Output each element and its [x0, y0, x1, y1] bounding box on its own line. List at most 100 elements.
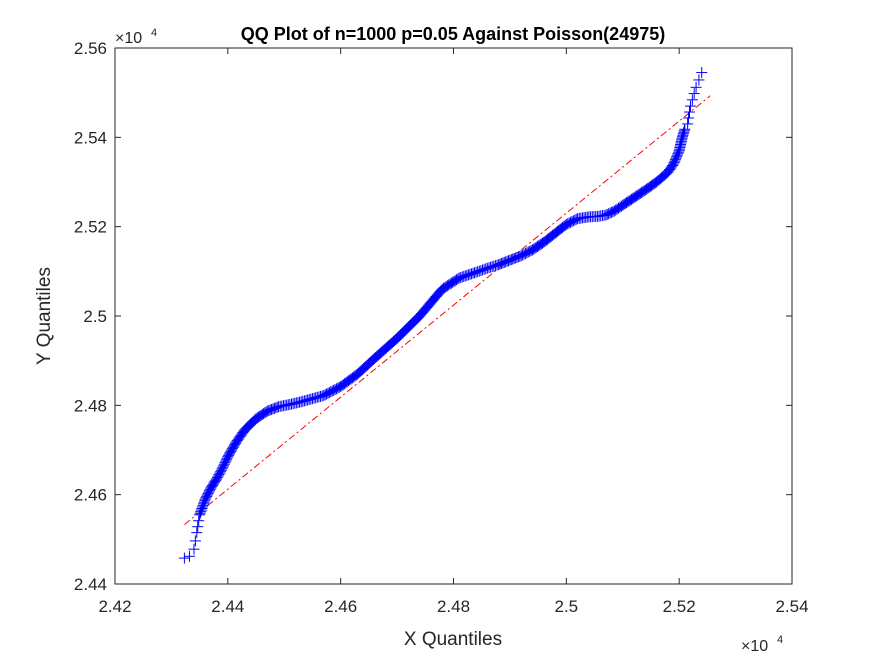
quantile-point [188, 543, 200, 555]
quantile-point [195, 504, 207, 516]
quantile-point [459, 270, 471, 282]
quantile-point [505, 254, 517, 266]
quantile-point [201, 490, 213, 502]
quantile-point [521, 247, 533, 259]
quantile-point [688, 88, 700, 100]
quantile-point [267, 403, 279, 415]
y-axis-label: Y Quantiles [34, 267, 55, 365]
quantile-point [218, 460, 230, 472]
quantile-point [560, 218, 572, 230]
quantile-point [478, 263, 490, 275]
quantile-point [570, 213, 582, 225]
x-axis: 2.42 2.44 2.46 2.48 2.5 2.52 2.54 [98, 48, 809, 616]
quantile-point [511, 251, 523, 263]
x-axis-label: X Quantiles [404, 629, 502, 650]
reference-line-group [184, 95, 711, 525]
quantile-point [452, 273, 464, 285]
y-exponent-base: ×10 [115, 30, 142, 47]
quantile-point [194, 507, 206, 519]
quantile-point [494, 258, 506, 270]
quantile-point [604, 207, 616, 219]
quantile-point [202, 488, 214, 500]
quantile-point [215, 464, 227, 476]
quantile-point [211, 472, 223, 484]
quantile-point [498, 256, 510, 268]
quantile-point [462, 269, 474, 281]
quantile-point [495, 258, 507, 270]
quantile-point [326, 385, 338, 397]
x-tick-label: 2.46 [324, 597, 357, 616]
quantile-point [217, 461, 229, 473]
quantile-point [201, 489, 213, 501]
quantile-point [325, 386, 337, 398]
quantile-point [322, 387, 334, 399]
x-tick-label: 2.42 [98, 597, 131, 616]
quantile-point [477, 264, 489, 276]
quantile-point [696, 67, 708, 79]
quantile-point [507, 253, 519, 265]
y-tick-label: 2.48 [74, 396, 107, 415]
quantile-point [473, 265, 485, 277]
quantile-point [669, 155, 681, 167]
quantile-point [497, 257, 509, 269]
quantile-point [690, 81, 702, 93]
x-exponent-power: 4 [777, 634, 783, 646]
quantile-point [191, 527, 203, 539]
quantile-point [271, 401, 283, 413]
quantile-point [475, 265, 487, 277]
y-tick-label: 2.54 [74, 128, 107, 147]
quantile-point [214, 467, 226, 479]
quantile-point [514, 250, 526, 262]
quantile-point [480, 263, 492, 275]
quantile-point [501, 255, 513, 267]
y-exponent-power: 4 [151, 27, 157, 39]
quantile-point [670, 152, 682, 164]
quantile-point [493, 259, 505, 271]
quantile-point [318, 390, 330, 402]
y-exponent-label: ×10 4 [115, 27, 157, 47]
quantile-point [601, 208, 613, 220]
quantile-point [321, 388, 333, 400]
quantile-point [563, 217, 575, 229]
quantile-point [569, 214, 581, 226]
quantile-point [608, 205, 620, 217]
quantile-point [671, 151, 683, 163]
quantile-point [519, 248, 531, 260]
quantile-point [264, 404, 276, 416]
quantile-point [684, 106, 696, 118]
quantile-point [465, 268, 477, 280]
quantile-point [472, 266, 484, 278]
quantile-point [603, 208, 615, 220]
quantile-point [268, 402, 280, 414]
quantile-point [668, 158, 680, 170]
quantile-point [682, 118, 694, 130]
quantile-point [198, 496, 210, 508]
quantile-point [197, 499, 209, 511]
quantile-point [469, 267, 481, 279]
quantile-point [600, 209, 612, 221]
quantile-point [517, 249, 529, 261]
quantile-point [669, 154, 681, 166]
quantile-point [218, 458, 230, 470]
quantile-point [686, 94, 698, 106]
quantile-point [216, 463, 228, 475]
quantile-point [503, 255, 515, 267]
quantile-point [671, 149, 683, 161]
quantile-point [566, 216, 578, 228]
quantile-point [220, 455, 232, 467]
quantile-point [605, 206, 617, 218]
quantile-point [266, 403, 278, 415]
quantile-point [508, 252, 520, 264]
quantile-point [461, 269, 473, 281]
quantile-point [500, 256, 512, 268]
quantile-point [488, 260, 500, 272]
axes-box [114, 47, 793, 585]
quantile-point [481, 262, 493, 274]
quantile-point [522, 246, 534, 258]
x-tick-label: 2.52 [663, 597, 696, 616]
quantile-point [194, 509, 206, 521]
quantile-point [611, 203, 623, 215]
quantile-point [199, 495, 211, 507]
quantile-point [330, 383, 342, 395]
